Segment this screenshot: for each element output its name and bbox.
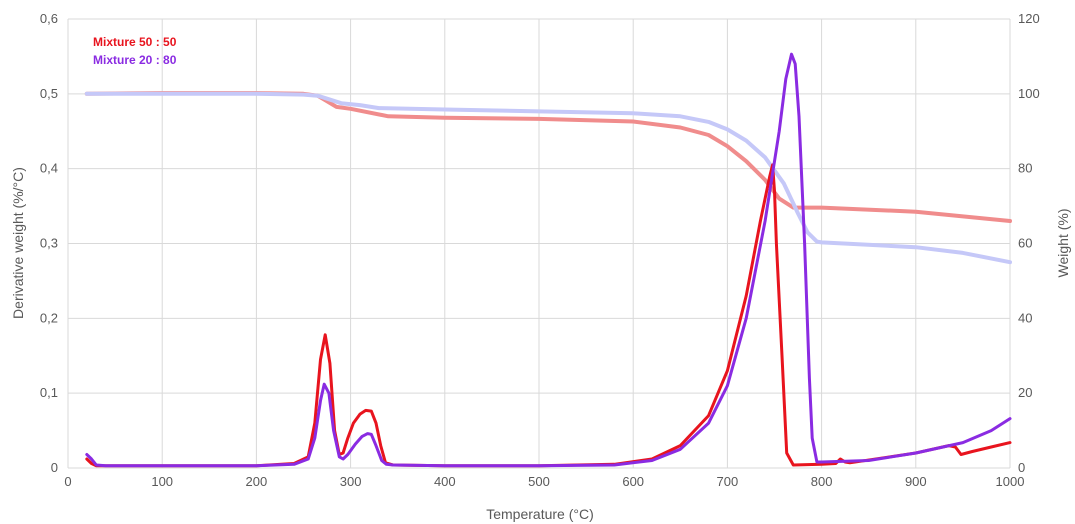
y2-tick-label: 80 [1018,161,1032,176]
y-tick-label: 0,1 [40,385,58,400]
x-tick-label: 0 [64,474,71,489]
y2-tick-label: 20 [1018,385,1032,400]
y2-tick-label: 100 [1018,86,1040,101]
y2-tick-label: 60 [1018,236,1032,251]
y2-axis-title: Weight (%) [1055,209,1071,278]
y-tick-label: 0 [51,460,58,475]
series-line-mixture-20-80-weight [84,91,1012,265]
y-tick-label: 0,3 [40,236,58,251]
x-tick-label: 1000 [996,474,1025,489]
x-tick-label: 100 [151,474,173,489]
y-tick-label: 0,5 [40,86,58,101]
y2-tick-label: 120 [1018,11,1040,26]
legend-entry-mixture-20-80: Mixture 20 : 80 [93,53,177,67]
x-tick-label: 200 [246,474,268,489]
x-tick-label: 600 [622,474,644,489]
x-tick-label: 300 [340,474,362,489]
x-tick-label: 500 [528,474,550,489]
data-series [84,52,1012,468]
y-axis-title: Derivative weight (%/°C) [10,167,26,319]
y2-tick-label: 40 [1018,310,1032,325]
y-tick-label: 0,2 [40,310,58,325]
x-tick-label: 700 [717,474,739,489]
y-tick-label: 0,6 [40,11,58,26]
x-tick-label: 900 [905,474,927,489]
axes: 0 100 200 300 400 500 600 700 800 900 100000,10,20… [40,11,1040,489]
x-tick-label: 400 [434,474,456,489]
legend-entry-mixture-50-50: Mixture 50 : 50 [93,35,177,49]
y2-tick-label: 0 [1018,460,1025,475]
series-line-mixture-20-80 [85,52,1012,468]
x-tick-label: 800 [811,474,833,489]
x-axis-title: Temperature (°C) [486,506,594,522]
y-tick-label: 0,4 [40,161,58,176]
